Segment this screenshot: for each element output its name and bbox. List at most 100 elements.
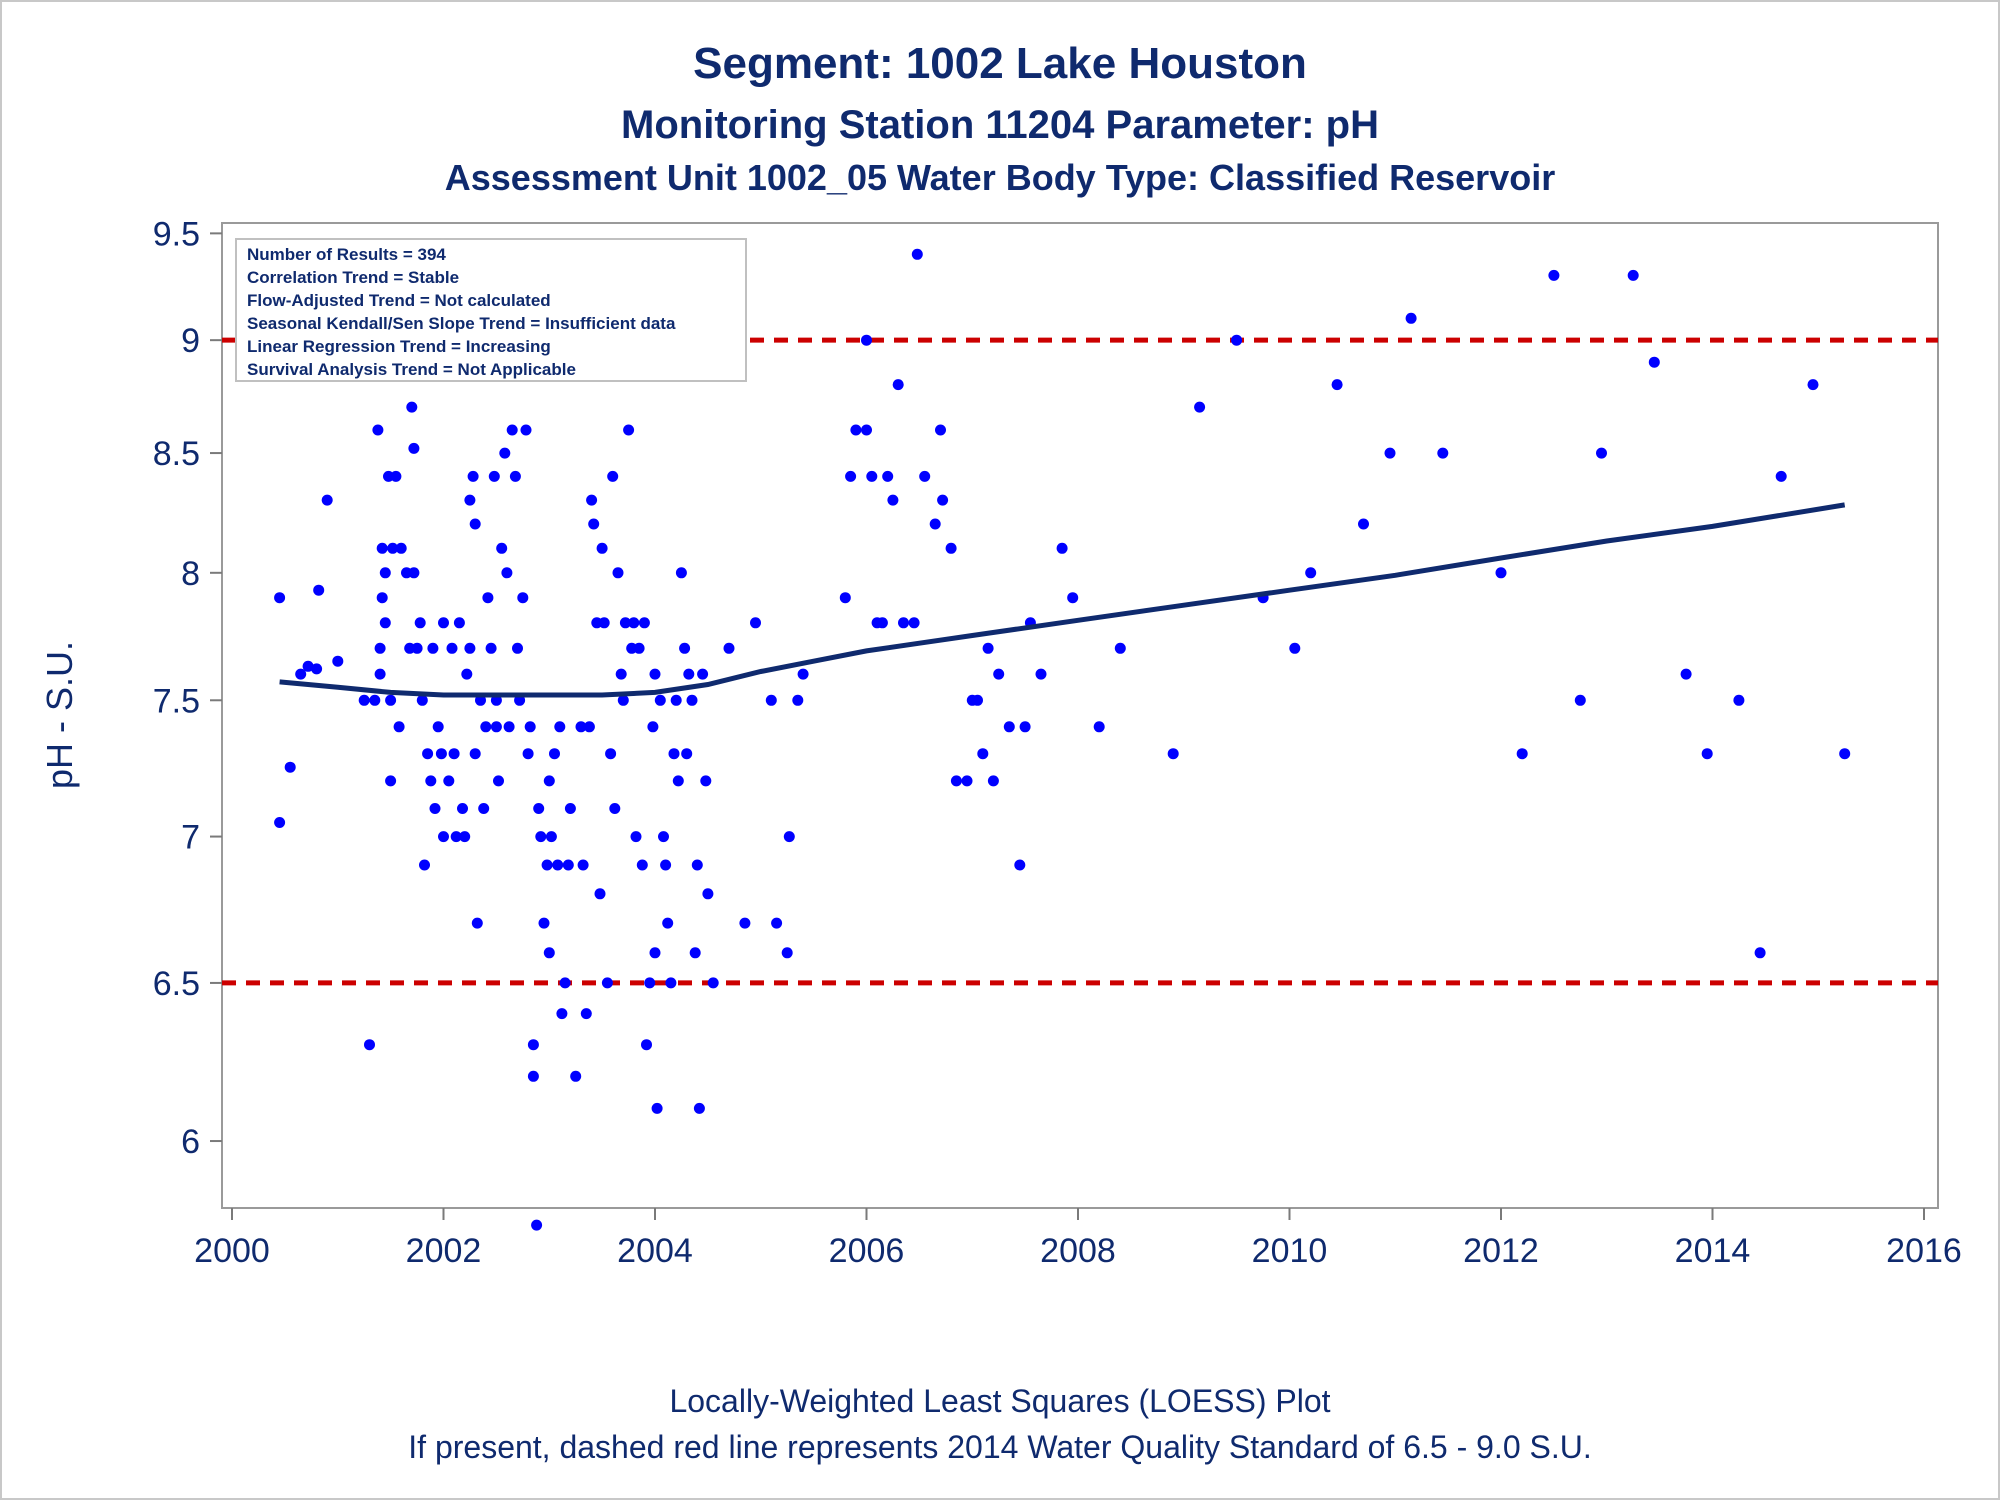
data-point: [693, 1102, 705, 1114]
data-point: [395, 542, 407, 554]
data-point: [649, 947, 661, 959]
data-point: [654, 694, 666, 706]
data-point: [594, 888, 606, 900]
data-point: [977, 748, 989, 760]
data-point: [499, 447, 511, 459]
data-point: [461, 668, 473, 680]
data-point: [541, 859, 553, 871]
data-point: [723, 642, 735, 654]
data-point: [490, 721, 502, 733]
y-tick-label: 8.5: [153, 435, 200, 473]
data-point: [527, 1070, 539, 1082]
data-point: [1331, 379, 1343, 391]
data-point: [457, 803, 468, 814]
data-point: [1003, 721, 1015, 733]
data-point: [427, 642, 439, 654]
data-point: [945, 542, 957, 554]
data-point: [605, 748, 617, 760]
data-point: [577, 859, 589, 871]
data-point: [892, 379, 904, 391]
data-point: [850, 424, 862, 436]
data-point: [672, 775, 684, 787]
data-point: [429, 803, 441, 814]
data-point: [670, 694, 682, 706]
data-point: [538, 917, 550, 929]
data-point: [570, 1070, 582, 1082]
data-point: [482, 592, 494, 604]
data-point: [575, 721, 587, 733]
data-point: [527, 1039, 539, 1051]
data-point: [583, 721, 595, 733]
legend-line-3: Flow-Adjusted Trend = Not calculated: [247, 291, 551, 310]
data-point: [313, 584, 325, 596]
data-point: [562, 859, 574, 871]
data-point: [651, 1102, 663, 1114]
data-point: [861, 334, 872, 346]
data-point: [408, 567, 420, 579]
data-point: [987, 775, 999, 787]
data-point: [1680, 668, 1692, 680]
data-point: [876, 617, 888, 629]
y-tick-label: 7: [181, 819, 200, 857]
data-point: [792, 694, 804, 706]
data-point: [596, 542, 608, 554]
data-point: [448, 748, 460, 760]
data-point: [284, 761, 296, 773]
data-point: [1775, 470, 1787, 482]
data-point: [509, 470, 521, 482]
data-point: [1019, 721, 1031, 733]
data-point: [609, 803, 621, 814]
data-point: [619, 617, 631, 629]
legend-line-5: Linear Regression Trend = Increasing: [247, 337, 551, 356]
data-point: [490, 694, 502, 706]
data-point: [972, 694, 983, 706]
data-point: [564, 803, 576, 814]
data-point: [514, 694, 526, 706]
data-point: [419, 859, 430, 871]
plot-area: [221, 222, 1939, 1209]
data-point: [783, 831, 795, 843]
data-point: [311, 663, 323, 675]
data-point: [1167, 748, 1179, 760]
data-point: [586, 494, 598, 506]
data-point: [543, 947, 555, 959]
data-point: [450, 831, 462, 843]
data-point: [628, 617, 640, 629]
data-point: [686, 694, 698, 706]
data-point: [393, 721, 405, 733]
data-point: [739, 917, 751, 929]
legend-box: Number of Results = 394 Correlation Trend…: [235, 238, 747, 382]
data-point: [908, 617, 920, 629]
data-point: [1807, 379, 1819, 391]
data-point: [464, 494, 476, 506]
data-point: [446, 642, 458, 654]
data-point: [689, 947, 701, 959]
data-point: [559, 977, 571, 989]
data-point: [471, 917, 483, 929]
data-point: [467, 470, 479, 482]
data-point: [681, 748, 693, 760]
data-point: [376, 592, 388, 604]
data-point: [385, 775, 397, 787]
data-point: [1405, 312, 1417, 324]
y-tick-label: 9.5: [153, 215, 200, 253]
data-point: [750, 617, 761, 629]
data-point: [683, 668, 695, 680]
data-point: [556, 1008, 568, 1020]
data-point: [601, 977, 613, 989]
data-point: [422, 748, 434, 760]
y-tick-label: 7.5: [153, 682, 200, 720]
data-point: [929, 518, 941, 530]
data-point: [533, 803, 545, 814]
data-point: [524, 721, 536, 733]
data-point: [274, 592, 286, 604]
data-points: [274, 248, 1851, 1231]
data-point: [522, 748, 534, 760]
data-point: [295, 668, 307, 680]
data-point: [545, 831, 557, 843]
data-point: [435, 748, 447, 760]
data-point: [543, 775, 555, 787]
data-point: [1384, 447, 1396, 459]
data-point: [658, 831, 669, 843]
y-tick-label: 9: [181, 322, 200, 360]
